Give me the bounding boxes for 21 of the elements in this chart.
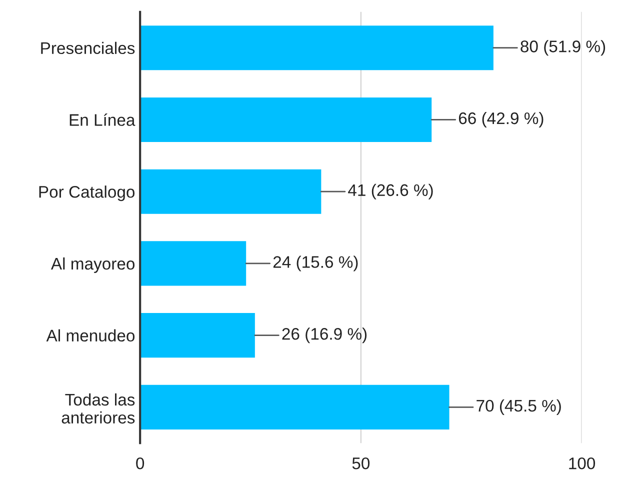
bar <box>140 241 246 286</box>
bar <box>140 384 450 430</box>
data-label: 80 (51.9 %) <box>520 40 606 56</box>
y-tick-label: En Línea <box>70 113 136 126</box>
y-tick-label: Por Catalogo <box>39 186 135 202</box>
bar <box>140 169 322 214</box>
data-label: 66 (42.9 %) <box>458 112 544 128</box>
x-tick-label: 50 <box>352 457 370 470</box>
data-label: 24 (15.6 %) <box>273 256 358 272</box>
y-tick-label: Al menudeo <box>46 329 135 342</box>
y-tick-label: Todas las anteriores <box>62 393 135 424</box>
y-tick-label: Al mayoreo <box>50 257 135 273</box>
bar <box>140 26 494 70</box>
bar <box>140 97 432 142</box>
x-tick-label: 0 <box>136 457 144 470</box>
bar <box>140 313 255 358</box>
data-label: 41 (26.6 %) <box>348 184 433 200</box>
data-label: 70 (45.5 %) <box>476 399 561 415</box>
data-label: 26 (16.9 %) <box>282 328 367 344</box>
x-tick-label: 100 <box>569 457 596 470</box>
y-tick-label: Presenciales <box>41 42 135 54</box>
